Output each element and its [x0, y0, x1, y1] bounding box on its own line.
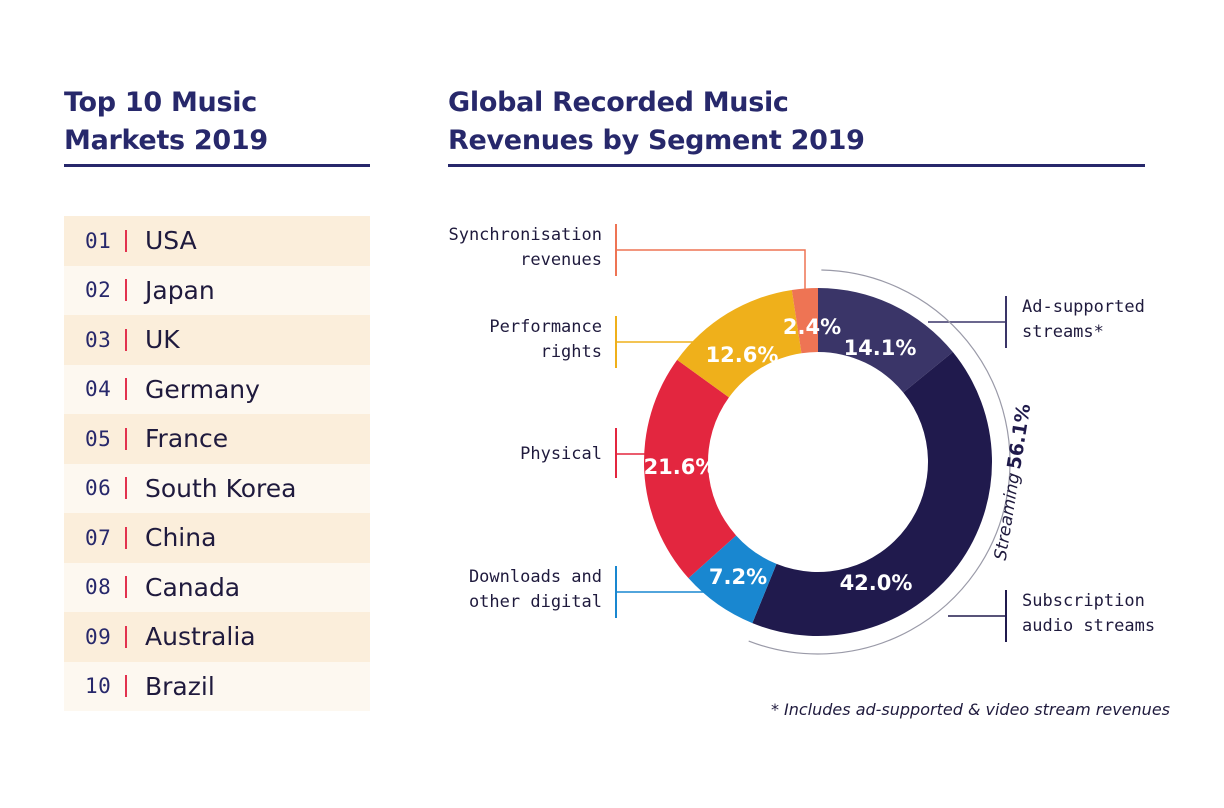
rank-separator	[125, 427, 127, 450]
donut-slice-subscription	[752, 352, 992, 636]
revenue-chart-title-line1: Global Recorded Music	[448, 87, 789, 118]
category-label: audio streams	[1022, 616, 1155, 636]
category-label: Performance	[489, 317, 602, 337]
category-label: rights	[541, 342, 602, 362]
leader-line	[616, 249, 806, 296]
rank-separator	[125, 328, 127, 351]
revenue-chart-title-line2: Revenues by Segment 2019	[448, 125, 865, 156]
rank-separator	[125, 625, 127, 648]
market-rank: 05	[85, 426, 112, 451]
market-rank: 04	[85, 377, 112, 402]
category-label: other digital	[469, 592, 602, 612]
donut-slice-synchronisation	[791, 288, 818, 354]
rank-separator	[125, 576, 127, 599]
market-country: Germany	[145, 374, 260, 404]
streaming-bracket	[748, 269, 1011, 655]
market-country: USA	[145, 226, 197, 256]
slice-value-label: 2.4%	[783, 315, 841, 339]
market-country: UK	[145, 325, 180, 355]
market-country: South Korea	[145, 473, 297, 503]
top-markets-title-line2: Markets 2019	[64, 125, 268, 156]
market-row: 08 Canada	[64, 562, 370, 612]
category-label: streams*	[1022, 322, 1104, 342]
market-country: China	[145, 523, 217, 553]
rank-separator	[125, 279, 127, 302]
slice-value-label: 12.6%	[706, 343, 779, 367]
market-country: France	[145, 424, 229, 454]
market-rank: 07	[85, 525, 112, 550]
category-label: Physical	[520, 444, 602, 464]
revenue-chart-title: Global Recorded Music Revenues by Segmen…	[448, 84, 1148, 160]
market-country: Japan	[145, 275, 215, 305]
market-rank: 09	[85, 624, 112, 649]
market-row: 07 China	[64, 513, 370, 563]
market-row: 02 Japan	[64, 265, 370, 315]
category-label: Subscription	[1022, 591, 1145, 611]
rank-separator	[125, 526, 127, 549]
market-rank: 02	[85, 278, 112, 303]
top-markets-rule	[64, 164, 370, 167]
chart-footnote: * Includes ad-supported & video stream r…	[770, 700, 1170, 719]
market-row: 09 Australia	[64, 612, 370, 662]
markets-list: 01 USA 02 Japan 03 UK 04 Germany 05 France 06 South…	[64, 216, 370, 711]
top-markets-title-line1: Top 10 Music	[64, 87, 257, 118]
rank-separator	[125, 229, 127, 252]
slice-value-label: 14.1%	[844, 336, 917, 360]
market-row: 05 France	[64, 414, 370, 464]
revenue-chart-rule	[448, 164, 1145, 167]
category-label: Synchronisation	[448, 225, 602, 245]
market-row: 06 South Korea	[64, 463, 370, 513]
category-label: Ad-supported	[1022, 297, 1145, 317]
market-row: 01 USA	[64, 216, 370, 266]
rank-separator	[125, 477, 127, 500]
donut-slice-performance	[677, 289, 802, 398]
market-rank: 06	[85, 476, 112, 501]
market-row: 10 Brazil	[64, 661, 370, 711]
market-rank: 03	[85, 327, 112, 352]
market-country: Australia	[145, 622, 256, 652]
rank-separator	[125, 675, 127, 698]
slice-value-label: 21.6%	[644, 455, 717, 479]
market-rank: 08	[85, 575, 112, 600]
category-label: revenues	[520, 250, 602, 270]
streaming-value: 56.1%	[1003, 402, 1035, 471]
slice-value-label: 7.2%	[709, 565, 767, 589]
slice-value-label: 42.0%	[840, 571, 913, 595]
market-row: 04 Germany	[64, 364, 370, 414]
top-markets-title: Top 10 Music Markets 2019	[64, 84, 374, 160]
donut-slice-physical	[644, 359, 737, 579]
category-label: Downloads and	[469, 567, 602, 587]
donut-slice-ad_supported	[818, 288, 953, 393]
market-country: Canada	[145, 572, 241, 602]
market-row: 03 UK	[64, 315, 370, 365]
market-country: Brazil	[145, 671, 215, 701]
donut-slice-downloads	[688, 535, 777, 624]
rank-separator	[125, 378, 127, 401]
market-rank: 10	[85, 674, 112, 699]
streaming-label: Streaming	[991, 471, 1025, 561]
market-rank: 01	[85, 228, 112, 253]
